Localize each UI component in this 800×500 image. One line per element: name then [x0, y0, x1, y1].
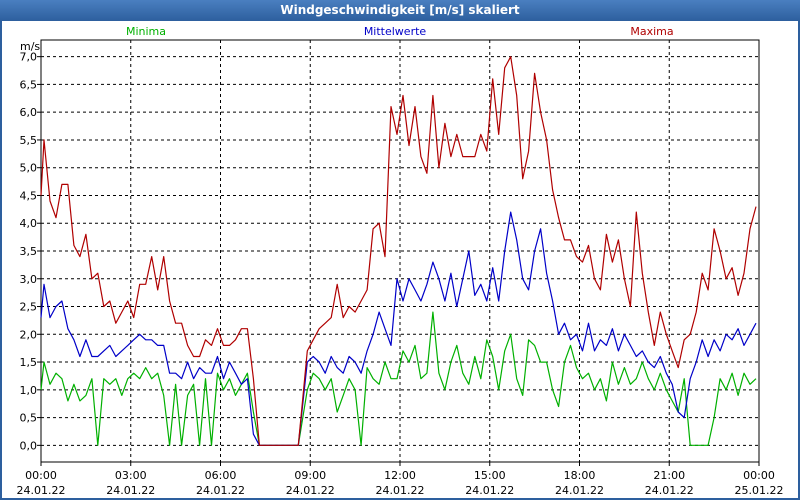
y-tick-label: 1,5	[20, 356, 38, 369]
x-tick-time-label: 21:00	[653, 469, 685, 482]
x-tick-date-label: 24.01.22	[106, 484, 155, 497]
x-tick-time-label: 12:00	[384, 469, 416, 482]
x-tick-date-label: 24.01.22	[196, 484, 245, 497]
x-tick-date-label: 24.01.22	[286, 484, 335, 497]
y-tick-label: 1,0	[20, 384, 38, 397]
x-tick-time-label: 03:00	[115, 469, 147, 482]
y-tick-label: 2,5	[20, 301, 38, 314]
y-tick-label: 4,5	[20, 189, 38, 202]
y-tick-label: 4,0	[20, 217, 38, 230]
x-tick-time-label: 18:00	[564, 469, 596, 482]
y-axis-label: m/s	[20, 40, 40, 53]
window-border-left	[0, 21, 2, 500]
series-line-mittelwerte	[40, 211, 757, 446]
series-line-minima	[40, 311, 757, 446]
x-tick-date-label: 24.01.22	[465, 484, 514, 497]
x-tick-time-label: 15:00	[474, 469, 506, 482]
window-border-bottom	[0, 498, 800, 500]
y-tick-label: 6,5	[20, 78, 38, 91]
y-tick-label: 5,5	[20, 134, 38, 147]
x-tick-time-label: 00:00	[25, 469, 57, 482]
y-tick-label: 5,0	[20, 162, 38, 175]
y-tick-label: 0,0	[20, 439, 38, 452]
y-tick-label: 3,0	[20, 273, 38, 286]
series-line-maxima	[40, 56, 757, 446]
x-tick-time-label: 06:00	[205, 469, 237, 482]
window-title: Windgeschwindigkeit [m/s] skaliert	[0, 0, 800, 21]
x-tick-time-label: 09:00	[294, 469, 326, 482]
x-tick-date-label: 24.01.22	[555, 484, 604, 497]
x-tick-time-label: 00:00	[743, 469, 775, 482]
y-tick-label: 7,0	[20, 51, 38, 64]
x-tick-date-label: 24.01.22	[17, 484, 66, 497]
y-tick-label: 6,0	[20, 106, 38, 119]
y-tick-label: 2,0	[20, 328, 38, 341]
x-tick-date-label: 24.01.22	[376, 484, 425, 497]
legend-minima: Minima	[126, 25, 166, 38]
y-tick-label: 0,5	[20, 412, 38, 425]
legend-mittelwerte: Mittelwerte	[364, 25, 427, 38]
window-border-right	[798, 21, 800, 500]
y-tick-label: 3,5	[20, 245, 38, 258]
x-tick-date-label: 25.01.22	[735, 484, 784, 497]
x-tick-date-label: 24.01.22	[645, 484, 694, 497]
legend-maxima: Maxima	[630, 25, 673, 38]
